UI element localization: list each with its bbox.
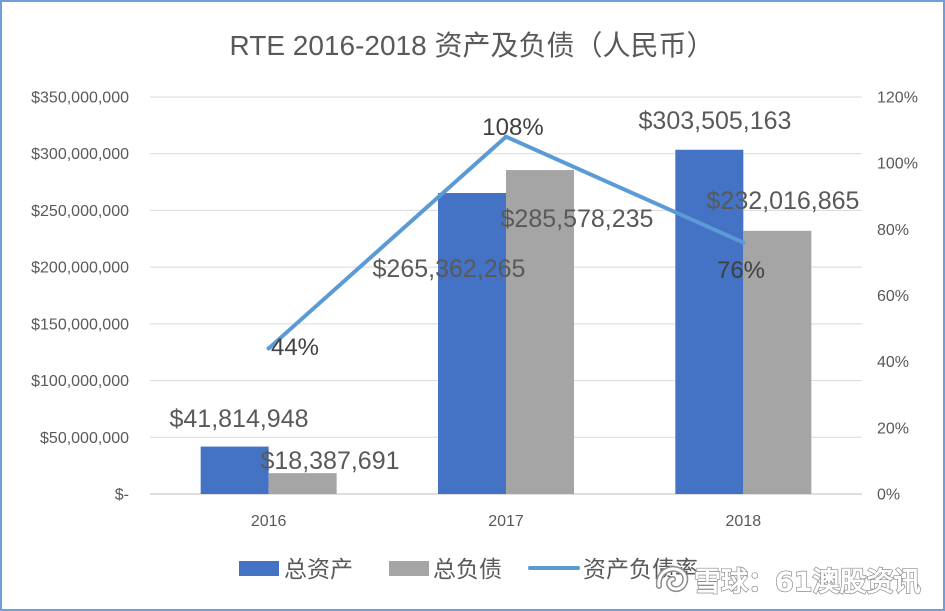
bar-total-liabilities-2016 [268,473,337,494]
line-point-debt-ratio-2017 [504,134,508,139]
legend-swatch-total-assets [239,561,279,576]
y-left-tick-label: $200,000,000 [31,260,129,277]
y-right-tick-label: 40% [877,354,909,371]
y-right-tick-label: 20% [877,420,909,437]
x-category-label: 2017 [488,513,524,530]
x-axis: 2016 2017 2018 [251,513,761,530]
y-left-tick-label: $150,000,000 [31,316,129,333]
data-label-debt-ratio-2017: 108% [482,114,543,141]
data-label-total-liabilities-2017: $285,578,235 [501,205,654,233]
data-label-debt-ratio-2016: 44% [271,334,319,361]
watermark: 雪球：61澳股资讯 [655,565,921,599]
snowball-logo-icon [655,565,689,592]
y-left-tick-label: $350,000,000 [31,90,129,107]
data-label-total-liabilities-2016: $18,387,691 [260,447,399,475]
legend: 总资产 总负债 资产负债率 [239,557,698,583]
bar-total-liabilities-2018 [743,230,812,494]
x-category-label: 2016 [251,513,287,530]
ratio-line-series [266,134,746,351]
bar-total-assets-2016 [200,446,269,494]
y-right-tick-label: 100% [877,156,918,173]
legend-label-total-assets: 总资产 [284,557,353,583]
y-left-tick-label: $- [115,487,129,504]
data-label-total-liabilities-2018: $232,016,865 [707,187,860,215]
bar-total-assets-2018 [675,149,744,494]
line-point-debt-ratio-2018 [741,240,746,245]
bars [200,149,812,495]
data-label-total-assets-2017: $265,362,265 [373,255,526,283]
y-right-tick-label: 80% [877,222,909,239]
line-point-debt-ratio-2016 [266,346,271,351]
y-right-tick-label: 60% [877,288,909,305]
y-left-tick-label: $250,000,000 [31,203,129,220]
legend-swatch-total-liabilities [389,561,429,576]
data-labels: $41,814,948 $265,362,265 $303,505,163 $18,3… [169,107,859,475]
y-axis-left: $- $50,000,000 $100,000,000 $150,000,000 $20… [31,90,129,504]
x-category-label: 2018 [726,513,762,530]
chart-title: RTE 2016-2018 资产及负债（人民币） [230,30,715,61]
y-left-tick-label: $300,000,000 [31,146,129,163]
y-left-tick-label: $100,000,000 [31,373,129,390]
y-right-tick-label: 120% [877,90,918,107]
watermark-text: 雪球：61澳股资讯 [694,567,921,598]
data-label-total-assets-2016: $41,814,948 [169,405,308,433]
data-label-total-assets-2018: $303,505,163 [639,107,792,135]
y-left-tick-label: $50,000,000 [40,430,129,447]
data-label-debt-ratio-2018: 76% [717,257,765,284]
bar-total-assets-2017 [438,193,506,495]
y-axis-right: 0% 20% 40% 60% 80% 100% 120% [877,90,918,504]
legend-label-total-liabilities: 总负债 [433,557,502,583]
y-right-tick-label: 0% [877,487,900,504]
bar-total-liabilities-2017 [506,170,574,494]
